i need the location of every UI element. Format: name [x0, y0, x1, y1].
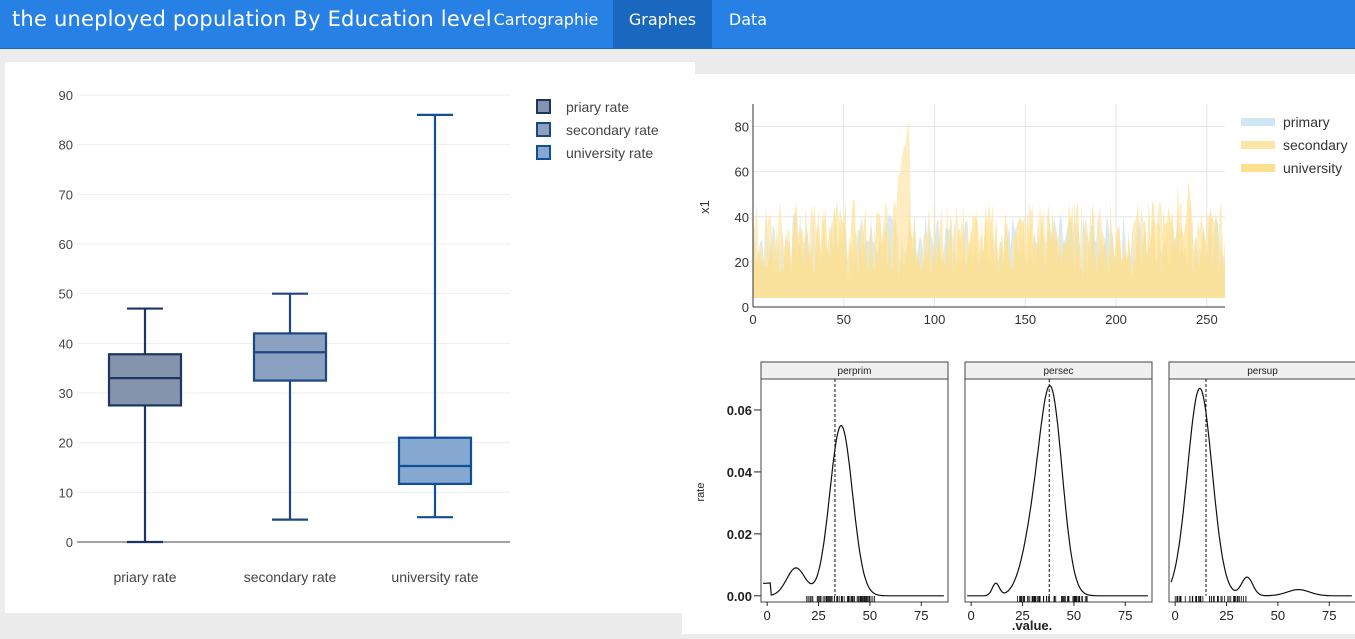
navbar: the uneployed population By Education le… — [0, 0, 1355, 49]
x-tick-label: 50 — [837, 312, 851, 327]
x-tick-label: 50 — [1271, 608, 1285, 623]
x-tick-label: 50 — [1067, 608, 1081, 623]
y-tick-label: 0.02 — [727, 527, 752, 542]
facet-title: perprim — [838, 366, 872, 377]
x-tick-label: 75 — [914, 608, 928, 623]
area-series-3 — [753, 179, 1225, 298]
facet-frame — [964, 378, 1153, 603]
density-curve — [763, 424, 944, 597]
facet-perprim: perprim 0 25 50 75 — [760, 361, 949, 623]
facet-frame — [760, 378, 949, 603]
facet-title: persup — [1247, 366, 1278, 377]
y-tick-label: 30 — [59, 386, 73, 401]
x-tick-label: university rate — [391, 569, 478, 585]
y-tick-label: 80 — [735, 120, 749, 135]
x-tick-label: 75 — [1322, 608, 1336, 623]
facet-persup: persup 0 25 50 75 — [1168, 361, 1355, 623]
y-tick-label: 20 — [735, 255, 749, 270]
density-curve — [1170, 387, 1352, 597]
x-tick-label: 25 — [811, 608, 825, 623]
x-tick-label: 0 — [968, 608, 975, 623]
x-tick-label: 0 — [764, 608, 771, 623]
y-tick-label: 40 — [59, 336, 73, 351]
x-tick-label: 0 — [749, 312, 756, 327]
y-tick-label: 60 — [735, 165, 749, 180]
legend-label: priary rate — [566, 99, 629, 115]
y-tick-label: 20 — [59, 436, 73, 451]
x-tick-label: 25 — [1015, 608, 1029, 623]
x-tick-label: secondary rate — [244, 569, 337, 585]
y-tick-label: 80 — [59, 138, 73, 153]
density-chart-panel: 0.00 0.02 0.04 0.06 rate .value. perprim 0 25 50 7… — [682, 354, 1355, 634]
box-iqr — [252, 332, 328, 382]
y-tick-label: 0 — [742, 300, 749, 315]
y-tick-label: 0.06 — [727, 403, 752, 418]
legend-swatch — [536, 145, 551, 160]
y-tick-label: 10 — [59, 485, 73, 500]
legend-swatch — [1241, 164, 1275, 172]
y-tick-label: 50 — [59, 287, 73, 302]
area-chart-panel: 0 50 100 150 200 250 0 20 40 60 80 x1 primary second… — [695, 74, 1355, 354]
facet-persec: persec 0 25 50 75 — [964, 361, 1153, 623]
legend-swatch — [536, 122, 551, 137]
legend-label: university — [1283, 160, 1342, 176]
legend-swatch — [1241, 118, 1275, 126]
y-tick-label: 60 — [59, 237, 73, 252]
y-axis-label: x1 — [697, 200, 712, 214]
x-tick-label: 0 — [1172, 608, 1179, 623]
legend-label: secondary rate — [566, 122, 659, 138]
y-tick-label: 0 — [66, 535, 73, 550]
y-axis-label: rate — [695, 483, 707, 502]
legend-swatch — [536, 99, 551, 114]
legend-label: university rate — [566, 145, 653, 161]
x-tick-label: 75 — [1118, 608, 1132, 623]
app-title[interactable]: the uneployed population By Education le… — [12, 7, 492, 31]
y-tick-label: 90 — [59, 88, 73, 103]
tab-cartographie[interactable]: Cartographie — [493, 10, 599, 29]
x-tick-label: 50 — [863, 608, 877, 623]
box-3 — [397, 113, 473, 519]
x-tick-label: 150 — [1014, 312, 1036, 327]
x-tick-label: 25 — [1219, 608, 1233, 623]
density-curve — [967, 385, 1148, 597]
boxplot-chart[interactable]: 0 10 20 30 40 50 60 70 80 90 priary rate secondary… — [5, 62, 695, 613]
legend-swatch — [1241, 141, 1275, 149]
facet-title: persec — [1043, 366, 1073, 377]
x-tick-label: priary rate — [113, 569, 176, 585]
facet-frame — [1168, 378, 1355, 603]
x-tick-label: 200 — [1105, 312, 1127, 327]
boxplot-panel: 0 10 20 30 40 50 60 70 80 90 priary rate secondary… — [5, 62, 695, 613]
tab-graphes[interactable]: Graphes — [613, 0, 712, 49]
tab-data[interactable]: Data — [728, 10, 768, 29]
box-1 — [107, 307, 183, 544]
area-chart[interactable]: 0 50 100 150 200 250 0 20 40 60 80 x1 primary second… — [695, 74, 1355, 354]
y-tick-label: 70 — [59, 187, 73, 202]
y-tick-label: 0.00 — [727, 589, 752, 604]
density-chart[interactable]: 0.00 0.02 0.04 0.06 rate .value. perprim 0 25 50 7… — [682, 354, 1355, 634]
y-tick-label: 40 — [735, 210, 749, 225]
box-iqr — [107, 353, 183, 407]
box-2 — [252, 292, 328, 521]
y-tick-label: 0.04 — [727, 465, 753, 480]
x-axis-label: .value. — [1012, 618, 1052, 633]
legend-label: secondary — [1283, 137, 1348, 153]
x-tick-label: 250 — [1196, 312, 1218, 327]
box-iqr — [397, 436, 473, 485]
legend-label: primary — [1283, 114, 1330, 130]
x-tick-label: 100 — [924, 312, 946, 327]
